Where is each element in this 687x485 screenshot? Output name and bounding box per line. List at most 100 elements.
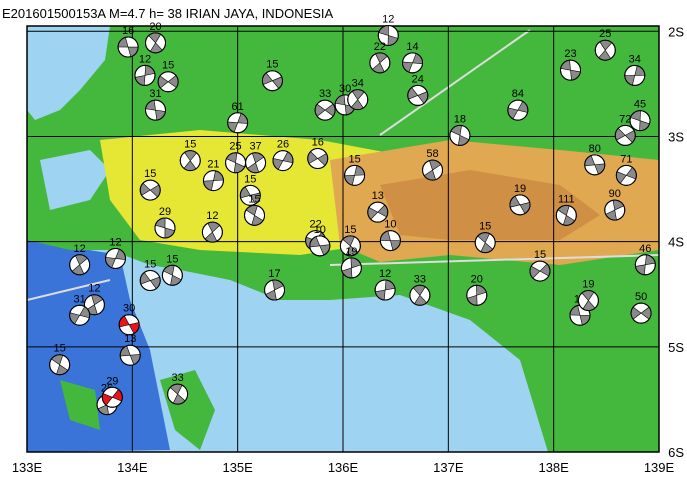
beachball-outline	[466, 284, 488, 306]
depth-label: 71	[620, 153, 632, 165]
beachball	[201, 221, 223, 243]
beachball-outline	[261, 70, 283, 92]
beachball-outline	[227, 112, 249, 134]
beachball	[422, 159, 444, 181]
depth-label: 13	[372, 190, 384, 202]
beachball	[244, 204, 266, 226]
beachball-outline	[529, 260, 551, 282]
depth-label: 19	[345, 246, 357, 258]
depth-label: 14	[406, 41, 418, 53]
beachball	[145, 99, 167, 121]
beachball	[69, 254, 91, 276]
depth-label: 17	[268, 268, 280, 280]
depth-label: 90	[609, 188, 621, 200]
beachball-outline	[630, 302, 652, 324]
beachball-outline	[577, 290, 599, 312]
beachball	[377, 24, 399, 46]
beachball	[624, 64, 646, 86]
lon-tick-label: 139E	[644, 460, 675, 475]
depth-label: 15	[54, 343, 66, 355]
beachball	[134, 64, 156, 86]
beachball	[594, 39, 616, 61]
beachball-outline	[402, 52, 424, 74]
beachball	[407, 84, 429, 106]
beachball	[225, 152, 247, 174]
beachball	[69, 304, 91, 326]
beachball	[604, 199, 626, 221]
beachball	[577, 290, 599, 312]
depth-label: 16	[122, 25, 134, 37]
depth-label: 22	[309, 219, 321, 231]
lat-tick-label: 6S	[668, 445, 684, 460]
beachball	[560, 59, 582, 81]
beachball-outline	[167, 383, 189, 405]
beachball-outline	[555, 204, 577, 226]
beachball-outline	[584, 154, 606, 176]
beachball	[369, 52, 391, 74]
beachball	[374, 279, 396, 301]
beachball-outline	[69, 304, 91, 326]
depth-label: 34	[352, 78, 364, 90]
depth-label: 37	[249, 141, 261, 153]
depth-label: 29	[159, 206, 171, 218]
beachball-outline	[139, 179, 161, 201]
depth-label: 13	[124, 333, 136, 345]
beachball	[119, 344, 141, 366]
beachball-outline	[307, 148, 329, 170]
beachball-outline	[309, 235, 331, 257]
depth-label: 25	[599, 28, 611, 40]
beachball-outline	[49, 354, 71, 376]
beachball	[118, 314, 140, 336]
depth-label: 12	[382, 13, 394, 25]
beachball	[614, 124, 636, 146]
depth-label: 30	[123, 303, 135, 315]
depth-label: 12	[109, 236, 121, 248]
depth-label: 15	[166, 253, 178, 265]
depth-label: 31	[74, 293, 86, 305]
depth-label: 15	[479, 221, 491, 233]
depth-label: 31	[149, 88, 161, 100]
beachball	[239, 184, 261, 206]
lon-tick-label: 137E	[433, 460, 464, 475]
beachball	[145, 32, 167, 54]
depth-label: 24	[412, 73, 424, 85]
beachball-outline	[449, 124, 471, 146]
beachball-outline	[374, 279, 396, 301]
depth-label: 12	[379, 268, 391, 280]
depth-label: 33	[414, 273, 426, 285]
depth-label: 12	[74, 243, 86, 255]
beachball	[584, 154, 606, 176]
beachball-outline	[104, 247, 126, 269]
beachball	[630, 302, 652, 324]
beachball-outline	[422, 159, 444, 181]
beachball	[202, 170, 224, 192]
beachball-outline	[624, 64, 646, 86]
depth-label: 15	[162, 60, 174, 72]
depth-label: 20	[149, 21, 161, 33]
depth-label: 12	[206, 210, 218, 222]
beachball-outline	[314, 99, 336, 121]
beachball-outline	[244, 204, 266, 226]
depth-label: 22	[374, 41, 386, 53]
beachball-outline	[117, 36, 139, 58]
depth-label: 15	[184, 139, 196, 151]
beachball-outline	[347, 89, 369, 111]
beachball	[179, 150, 201, 172]
lon-tick-label: 135E	[222, 460, 253, 475]
beachball	[157, 71, 179, 93]
beachball	[227, 112, 249, 134]
beachball-outline	[134, 64, 156, 86]
depth-label: 16	[312, 137, 324, 149]
beachball-outline	[507, 99, 529, 121]
depth-label: 15	[244, 173, 256, 185]
depth-label: 111	[558, 193, 575, 205]
lat-tick-label: 4S	[668, 235, 684, 250]
beachball	[340, 257, 362, 279]
depth-label: 50	[635, 291, 647, 303]
beachball-outline	[157, 71, 179, 93]
beachball-outline	[201, 221, 223, 243]
beachball	[344, 164, 366, 186]
depth-label: 10	[384, 219, 396, 231]
